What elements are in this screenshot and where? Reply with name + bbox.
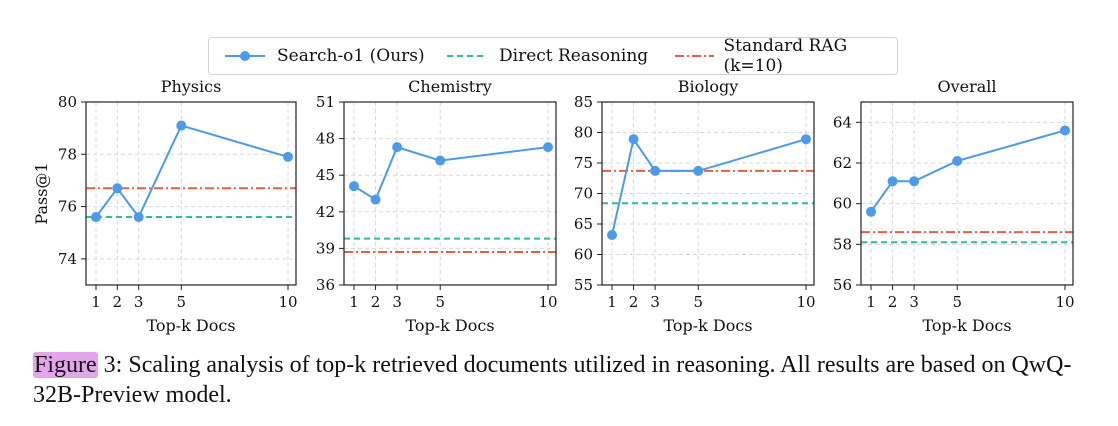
panel-title: Chemistry xyxy=(408,77,492,96)
x-axis-label: Top-k Docs xyxy=(405,316,494,335)
x-tick-label: 2 xyxy=(888,293,898,311)
data-point xyxy=(91,212,101,223)
y-tick-label: 55 xyxy=(574,276,593,294)
y-tick-label: 78 xyxy=(58,145,77,163)
y-tick-label: 76 xyxy=(58,198,77,216)
x-tick-label: 3 xyxy=(134,293,144,311)
data-point xyxy=(607,229,617,240)
x-tick-label: 3 xyxy=(909,293,919,311)
x-tick-label: 2 xyxy=(629,293,639,311)
legend-item-direct-reasoning: Direct Reasoning xyxy=(445,38,648,74)
data-point xyxy=(392,142,403,153)
x-tick-label: 5 xyxy=(177,293,187,311)
y-tick-label: 60 xyxy=(833,195,852,213)
x-tick-label: 5 xyxy=(693,293,703,311)
plot-frame xyxy=(343,101,557,286)
data-point xyxy=(176,120,187,131)
legend-dashdot-line-icon xyxy=(675,55,714,57)
x-axis-label: Top-k Docs xyxy=(922,316,1011,335)
x-tick-label: 3 xyxy=(650,293,660,311)
data-point xyxy=(887,176,898,187)
data-point xyxy=(1060,125,1070,136)
legend-label: Standard RAG (k=10) xyxy=(723,36,848,76)
y-tick-label: 64 xyxy=(833,113,852,131)
series-line-search-o1 xyxy=(611,136,807,236)
x-tick-label: 1 xyxy=(91,293,101,311)
x-tick-label: 1 xyxy=(349,293,359,311)
x-tick-label: 10 xyxy=(796,293,815,311)
x-tick-label: 5 xyxy=(952,293,962,311)
data-point xyxy=(543,142,553,153)
data-point xyxy=(866,206,876,217)
y-tick-label: 36 xyxy=(316,276,335,294)
x-tick-label: 3 xyxy=(392,293,402,311)
y-tick-label: 51 xyxy=(316,93,335,111)
y-tick-label: 62 xyxy=(833,154,852,172)
caption-text: 3: Scaling analysis of top-k retrieved d… xyxy=(33,352,1072,408)
y-tick-label: 80 xyxy=(58,93,77,111)
data-point xyxy=(283,151,293,162)
x-tick-label: 10 xyxy=(278,293,297,311)
y-axis-label: Pass@1 xyxy=(32,162,51,224)
data-point xyxy=(349,181,359,192)
y-tick-label: 74 xyxy=(58,250,77,268)
legend-dashed-line-icon xyxy=(447,55,487,57)
series-line-search-o1 xyxy=(95,124,289,219)
panel-title: Biology xyxy=(678,77,739,96)
data-point xyxy=(133,212,144,223)
legend-item-standard-rag: Standard RAG (k=10) xyxy=(673,36,897,76)
y-tick-label: 56 xyxy=(833,276,852,294)
data-point xyxy=(801,134,811,145)
plot-frame xyxy=(85,101,297,286)
y-tick-label: 39 xyxy=(316,239,335,257)
y-tick-label: 58 xyxy=(833,235,852,253)
data-point xyxy=(952,155,963,166)
x-axis-label: Top-k Docs xyxy=(146,316,235,335)
y-tick-label: 75 xyxy=(574,154,593,172)
x-tick-label: 1 xyxy=(607,293,617,311)
y-tick-label: 65 xyxy=(574,215,593,233)
plot-frame xyxy=(860,101,1074,286)
data-point xyxy=(435,155,446,166)
y-tick-label: 85 xyxy=(574,93,593,111)
x-tick-label: 1 xyxy=(866,293,876,311)
x-tick-label: 2 xyxy=(371,293,381,311)
legend-marker-solid-icon xyxy=(225,51,265,61)
x-tick-label: 2 xyxy=(113,293,123,311)
figure-caption: Figure 3: Scaling analysis of top-k retr… xyxy=(33,350,1103,410)
legend-label: Search-o1 (Ours) xyxy=(277,46,425,66)
legend: Search-o1 (Ours) Direct Reasoning Standa… xyxy=(208,36,898,76)
panel-title: Physics xyxy=(161,77,222,96)
y-tick-label: 42 xyxy=(316,203,335,221)
y-tick-label: 80 xyxy=(574,124,593,142)
series-line-search-o1 xyxy=(353,145,549,202)
caption-figure-word: Figure xyxy=(33,352,98,378)
data-point xyxy=(112,183,123,194)
data-point xyxy=(628,134,639,145)
x-tick-label: 5 xyxy=(435,293,445,311)
y-tick-label: 45 xyxy=(316,166,335,184)
x-axis-label: Top-k Docs xyxy=(663,316,752,335)
data-point xyxy=(909,176,920,187)
legend-label: Direct Reasoning xyxy=(499,46,649,66)
data-point xyxy=(693,165,704,176)
series-line-search-o1 xyxy=(870,129,1066,213)
x-tick-label: 10 xyxy=(538,293,557,311)
x-tick-label: 10 xyxy=(1055,293,1074,311)
data-point xyxy=(370,194,381,205)
y-tick-label: 60 xyxy=(574,246,593,264)
data-point xyxy=(650,165,661,176)
y-tick-label: 48 xyxy=(316,130,335,148)
y-tick-label: 70 xyxy=(574,185,593,203)
panel-title: Overall xyxy=(937,77,996,96)
legend-item-search-o1: Search-o1 (Ours) xyxy=(223,38,425,74)
